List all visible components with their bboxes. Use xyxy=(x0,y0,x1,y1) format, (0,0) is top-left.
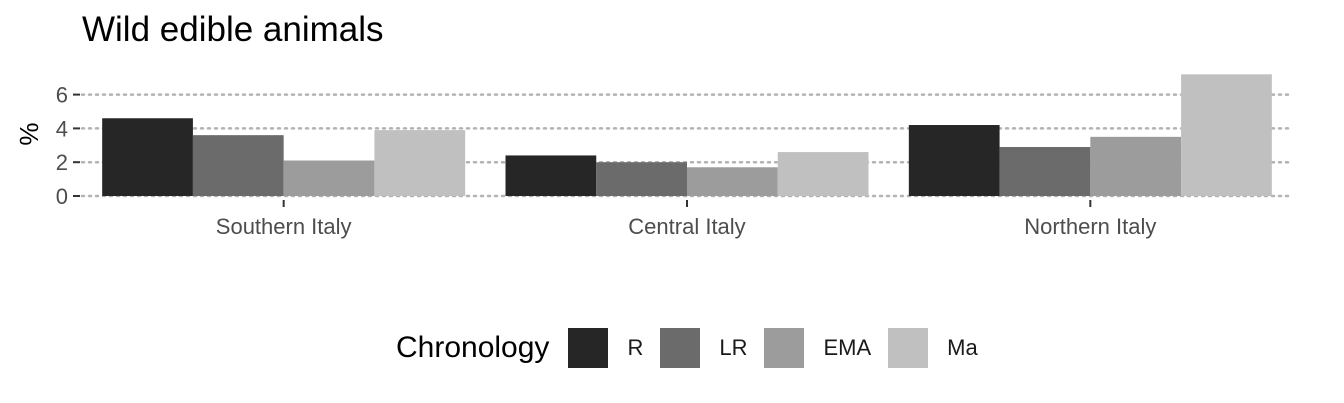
chart-title: Wild edible animals xyxy=(82,10,384,49)
legend-items: R LR EMA Ma xyxy=(567,327,993,369)
legend-label: Ma xyxy=(947,335,978,360)
y-tick-label: 0 xyxy=(56,184,68,209)
x-tick-label: Central Italy xyxy=(628,214,745,239)
legend: Chronology R LR EMA Ma xyxy=(396,326,994,370)
bar-ema-2 xyxy=(687,167,778,196)
bar-ema-1 xyxy=(283,160,375,196)
bar-r-1 xyxy=(102,118,193,196)
legend-item-lr: LR xyxy=(659,327,747,369)
x-tick-label: Southern Italy xyxy=(216,214,352,239)
legend-label: R xyxy=(627,335,644,360)
bar-ma-2 xyxy=(777,152,869,196)
bar-lr-3 xyxy=(999,146,1091,196)
bar-ma-3 xyxy=(1181,74,1272,196)
legend-label: EMA xyxy=(823,335,872,360)
legend-item-ma: Ma xyxy=(887,327,978,369)
x-axis: Southern Italy Central Italy Northern Ital… xyxy=(216,200,1156,239)
legend-key xyxy=(763,327,806,369)
y-axis-label: % xyxy=(14,122,44,145)
legend-key xyxy=(887,327,930,369)
y-axis: 0 2 4 6 xyxy=(56,83,80,209)
bar-ema-3 xyxy=(1090,136,1182,196)
y-tick-label: 4 xyxy=(56,116,68,141)
legend-key xyxy=(567,327,610,369)
y-tick-label: 6 xyxy=(56,83,68,108)
legend-item-ema: EMA xyxy=(763,327,871,369)
bars xyxy=(102,74,1272,196)
bar-lr-1 xyxy=(192,135,284,196)
legend-title: Chronology xyxy=(396,331,550,364)
bar-lr-2 xyxy=(596,162,687,196)
bar-ma-1 xyxy=(374,130,466,196)
legend-key xyxy=(659,327,702,369)
bar-r-2 xyxy=(505,155,597,196)
bar-r-3 xyxy=(908,125,1000,196)
legend-label: LR xyxy=(719,335,748,360)
legend-item-r: R xyxy=(567,327,643,369)
x-tick-label: Northern Italy xyxy=(1024,214,1156,239)
y-tick-label: 2 xyxy=(56,150,68,175)
